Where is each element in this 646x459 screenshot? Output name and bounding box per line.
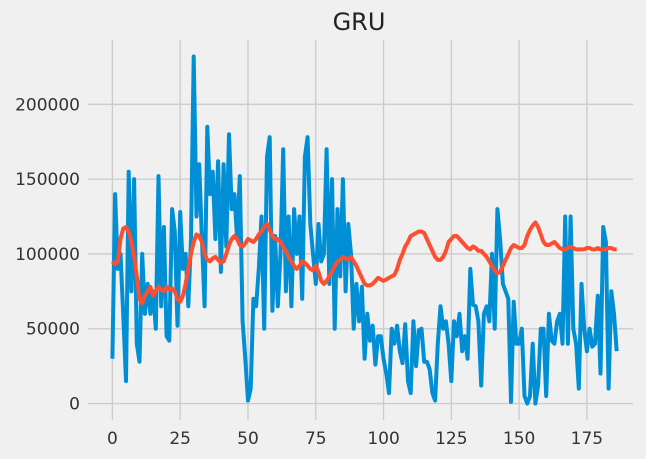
y-tick-label: 150000 <box>15 170 80 190</box>
x-tick-label: 75 <box>305 429 327 449</box>
x-tick-label: 100 <box>367 429 399 449</box>
chart-title: GRU <box>333 8 386 36</box>
x-tick-label: 125 <box>435 429 467 449</box>
y-tick-label: 200000 <box>15 95 80 115</box>
y-tick-label: 50000 <box>26 320 80 340</box>
x-axis-ticks: 0 25 50 75 100 125 150 175 <box>107 429 603 449</box>
y-axis-ticks: 0 50000 100000 150000 200000 <box>15 95 80 414</box>
series-line-actual <box>110 54 619 406</box>
x-tick-label: 50 <box>237 429 259 449</box>
x-tick-label: 150 <box>503 429 535 449</box>
series-line-predicted <box>110 220 617 306</box>
x-tick-label: 0 <box>107 429 118 449</box>
y-tick-label: 0 <box>69 395 80 415</box>
x-tick-label: 25 <box>169 429 191 449</box>
x-tick-label: 175 <box>571 429 603 449</box>
series-lines <box>110 54 619 406</box>
y-tick-label: 100000 <box>15 245 80 265</box>
